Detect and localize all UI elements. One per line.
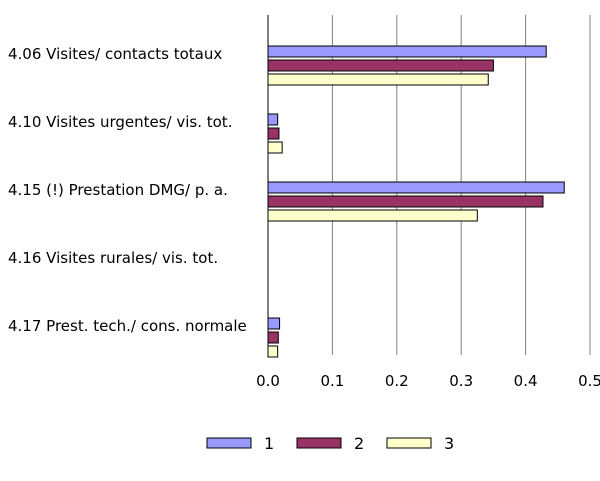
- bar-series-2: [267, 59, 494, 72]
- bar-series-1: [267, 113, 279, 126]
- bar-series-1: [267, 181, 565, 194]
- legend-label: 1: [264, 434, 274, 453]
- bar-series-1: [267, 317, 281, 330]
- category-label: 4.06 Visites/ contacts totaux: [8, 45, 222, 63]
- x-tick-label: 0.1: [320, 372, 344, 390]
- x-tick-label: 0.0: [256, 372, 280, 390]
- x-tick-label: 0.4: [514, 372, 538, 390]
- category-label: 4.10 Visites urgentes/ vis. tot.: [8, 113, 232, 131]
- legend: 1 2 3: [206, 434, 454, 453]
- legend-swatch-2: [296, 437, 342, 449]
- bar-series-3: [267, 209, 478, 222]
- bar-series-3: [267, 345, 279, 358]
- legend-label: 2: [354, 434, 364, 453]
- bar-series-2: [267, 195, 544, 208]
- bar-series-3: [267, 141, 283, 154]
- bar-series-3: [267, 73, 489, 86]
- bar-series-1: [267, 45, 547, 58]
- x-tick-label: 0.2: [385, 372, 409, 390]
- x-tick-label: 0.5: [578, 372, 600, 390]
- bars: [267, 45, 565, 358]
- legend-swatch-1: [206, 437, 252, 449]
- category-label: 4.15 (!) Prestation DMG/ p. a.: [8, 181, 228, 199]
- x-tick-label: 0.3: [449, 372, 473, 390]
- category-labels: 4.06 Visites/ contacts totaux 4.10 Visite…: [8, 45, 247, 335]
- legend-label: 3: [444, 434, 454, 453]
- bar-series-2: [267, 331, 279, 344]
- category-label: 4.17 Prest. tech./ cons. normale: [8, 317, 247, 335]
- category-label: 4.16 Visites rurales/ vis. tot.: [8, 249, 218, 267]
- legend-swatch-3: [386, 437, 432, 449]
- bar-series-2: [267, 127, 280, 140]
- tick-labels: 0.0 0.1 0.2 0.3 0.4 0.5: [256, 372, 600, 390]
